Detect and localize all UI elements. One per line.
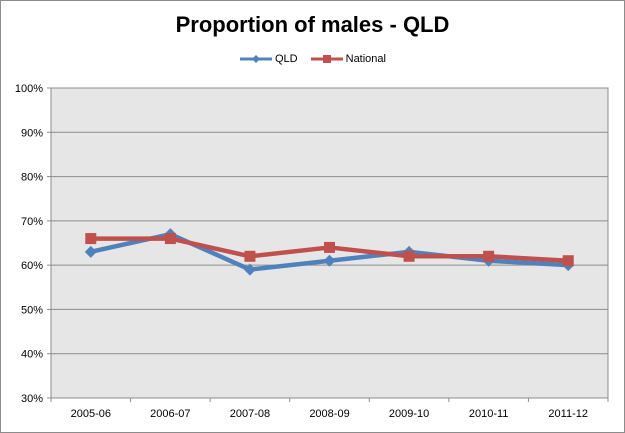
data-point-national (164, 233, 176, 245)
data-point-qld (84, 245, 97, 258)
y-tick-label: 30% (21, 393, 43, 405)
data-point-national (483, 250, 495, 262)
data-point-national (85, 233, 97, 245)
x-tick-label: 2008-09 (309, 408, 349, 420)
data-point-qld (323, 254, 336, 267)
legend-item-national: National (310, 53, 386, 65)
legend-label-national: National (345, 53, 386, 65)
data-point-national (403, 250, 415, 262)
x-tick-label: 2009-10 (389, 408, 429, 420)
data-point-national (244, 250, 256, 262)
y-tick-label: 40% (21, 349, 43, 361)
legend-label-qld: QLD (275, 53, 298, 65)
legend-marker-qld (240, 55, 272, 63)
y-tick-label: 70% (21, 216, 43, 228)
x-tick-label: 2007-08 (230, 408, 270, 420)
data-point-qld (243, 263, 256, 276)
data-point-national (562, 255, 574, 267)
chart-legend: QLD National (0, 53, 625, 65)
x-tick-label: 2006-07 (150, 408, 190, 420)
y-tick-label: 80% (21, 172, 43, 184)
legend-marker-national (310, 55, 343, 63)
x-tick-label: 2011-12 (548, 408, 588, 420)
y-tick-label: 50% (21, 304, 43, 316)
x-tick-label: 2005-06 (71, 408, 111, 420)
x-tick-label: 2010-11 (469, 408, 509, 420)
legend-item-qld: QLD (239, 53, 298, 65)
data-point-national (324, 241, 335, 253)
y-tick-label: 90% (21, 127, 43, 139)
y-tick-label: 60% (21, 260, 43, 272)
y-tick-label: 100% (15, 83, 43, 95)
chart-title: Proportion of males - QLD (175, 12, 450, 37)
